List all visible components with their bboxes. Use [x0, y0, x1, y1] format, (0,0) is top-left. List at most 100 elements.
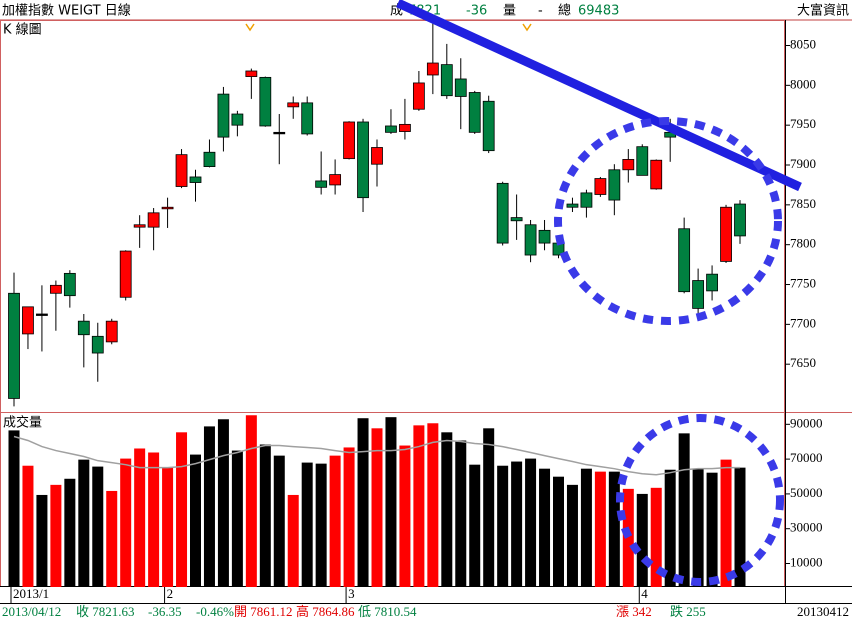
candle-body — [538, 229, 551, 244]
volume-bar — [594, 471, 606, 587]
volume-bar — [413, 425, 425, 587]
deal-change: -36 — [466, 4, 487, 19]
candle-body — [580, 192, 593, 208]
volume-bar — [427, 423, 439, 587]
volume-bar — [120, 458, 132, 587]
volume-bar — [664, 469, 676, 587]
candle-body — [105, 320, 118, 343]
y-tick-label: 7800 — [790, 236, 816, 251]
y-tick-label: 10000 — [790, 554, 823, 569]
candle-body — [63, 272, 76, 297]
volume-bar — [692, 468, 704, 587]
candle-body — [622, 159, 635, 171]
x-tick-label: 3 — [348, 586, 355, 601]
volume-bar — [455, 440, 467, 587]
candle-body — [259, 76, 272, 127]
candle-body — [594, 178, 607, 195]
panel-title: 成交量 — [3, 415, 42, 431]
candle-body — [566, 203, 579, 208]
volume-bar — [483, 428, 495, 587]
candle-body — [119, 250, 132, 298]
volume-bar — [553, 476, 564, 587]
volume-bar — [371, 428, 383, 587]
volume-bar — [329, 455, 341, 587]
volume-bar — [539, 468, 551, 587]
vendor: 大富資訊 — [797, 3, 849, 19]
candle-body — [468, 92, 481, 133]
candle-body — [301, 102, 314, 135]
y-tick-label: 7950 — [790, 116, 816, 131]
status-change-pct: -0.46% — [196, 604, 234, 619]
status-open: 開 7861.12 — [234, 604, 293, 619]
volume-bar — [650, 487, 662, 587]
y-tick-label: 7700 — [790, 315, 816, 330]
panel-title: K 線圖 — [3, 22, 42, 38]
volume-bar — [92, 466, 104, 587]
volume-bar — [259, 444, 271, 587]
candle-body — [343, 121, 355, 160]
volume-bar — [315, 463, 327, 587]
candle-body — [315, 180, 328, 188]
candle-body — [720, 206, 732, 262]
trend-line — [396, 0, 802, 192]
volume-value: - — [538, 4, 543, 19]
candle-body — [650, 159, 663, 190]
volume-bar — [162, 467, 174, 587]
candle-body — [412, 82, 425, 110]
y-tick-label: 30000 — [790, 520, 823, 535]
volume-bar — [273, 455, 285, 587]
status-close: 收 7821.63 — [76, 604, 135, 619]
y-tick-label: 7650 — [790, 355, 816, 370]
volume-bar — [385, 417, 397, 587]
x-tick-label: 4 — [641, 586, 648, 601]
highlight-circle — [554, 117, 782, 325]
candle-body — [706, 273, 718, 292]
candle-body — [692, 280, 705, 309]
status-declines: 跌 255 — [670, 604, 706, 619]
status-high: 高 7864.86 — [296, 604, 355, 619]
x-tick-label: 2 — [167, 586, 174, 601]
volume-bar — [357, 418, 369, 587]
volume-bar — [301, 462, 313, 587]
candle-body — [287, 102, 300, 108]
total-label: 總 — [558, 3, 571, 19]
candle-body — [203, 151, 216, 168]
volume-bar — [497, 465, 509, 587]
y-tick-label: 8000 — [790, 76, 816, 91]
volume-bar — [245, 415, 257, 587]
candle-body — [371, 147, 383, 165]
volume-bar — [190, 454, 201, 587]
volume-bar — [608, 471, 620, 587]
volume-bar — [203, 426, 215, 587]
volume-bar — [469, 464, 481, 587]
plot-area: K 線圖 8050 8000 7950 7900 7850 7800 7750 7700 7650… — [3, 22, 823, 603]
volume-bar — [176, 432, 188, 587]
candle-body — [91, 335, 104, 354]
volume-bar — [134, 448, 146, 587]
candle-body — [608, 169, 621, 201]
volume-bar — [580, 468, 592, 587]
volume-bar — [231, 450, 243, 587]
candle-body — [496, 182, 509, 244]
candle-body — [385, 125, 397, 133]
volume-bar — [511, 461, 523, 587]
moving-average-line — [13, 435, 740, 476]
y-tick-label: 8050 — [790, 36, 816, 51]
x-tick-label: 2013/1 — [13, 586, 49, 601]
volume-bar — [22, 465, 34, 587]
candle-body — [440, 64, 453, 97]
y-tick-label: 7900 — [790, 156, 816, 171]
y-tick-label: 90000 — [790, 415, 823, 430]
volume-bar — [622, 488, 634, 587]
candle-body — [734, 203, 746, 237]
candle-body — [636, 146, 649, 176]
candle-body — [426, 62, 439, 76]
candle-body — [231, 113, 244, 126]
candle-body — [273, 131, 286, 135]
volume-bar — [399, 445, 411, 587]
candle-body — [329, 174, 342, 186]
volume-bar — [148, 452, 160, 587]
candle-body — [22, 306, 34, 335]
